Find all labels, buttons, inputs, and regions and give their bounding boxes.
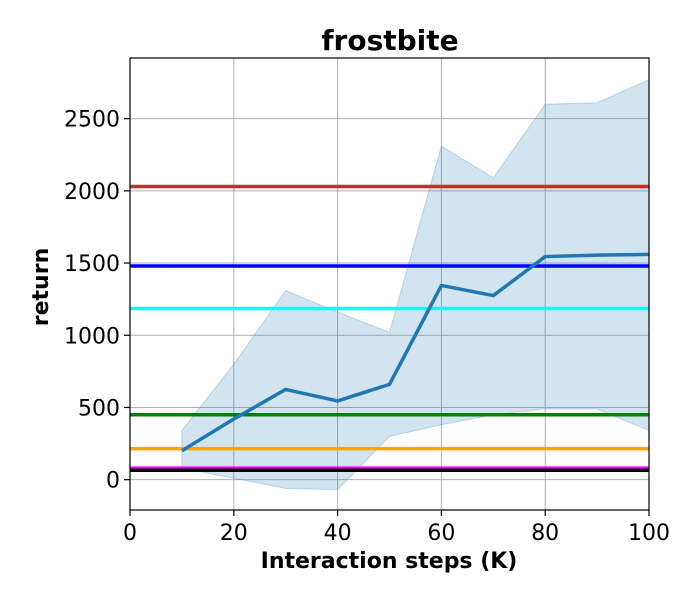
y-tick-label: 500: [78, 396, 120, 421]
series-layer: [180, 252, 650, 453]
reference-lines: [130, 184, 649, 473]
chart-title: frostbite: [321, 24, 458, 57]
x-tick-label: 40: [324, 521, 352, 546]
plot-frame: [129, 57, 650, 511]
y-ticks: 0 500 1000 1500 2000 2500: [64, 108, 130, 494]
confidence-band: [181, 78, 650, 491]
y-axis-label: return: [29, 248, 54, 326]
x-tick-label: 80: [531, 521, 559, 546]
x-tick-label: 20: [220, 521, 248, 546]
y-tick-label: 0: [106, 469, 120, 494]
y-tick-label: 2500: [64, 108, 120, 133]
y-tick-label: 1500: [64, 252, 120, 277]
x-tick-label: 100: [628, 521, 670, 546]
y-tick-label: 2000: [64, 180, 120, 205]
band-layer: [181, 78, 650, 491]
series-line: [180, 252, 650, 453]
x-axis-label: Interaction steps (K): [261, 549, 518, 574]
x-ticks: 0 20 40 60 80 100: [123, 510, 670, 546]
x-tick-label: 0: [123, 521, 137, 546]
x-tick-label: 60: [427, 521, 455, 546]
y-tick-label: 1000: [64, 324, 120, 349]
